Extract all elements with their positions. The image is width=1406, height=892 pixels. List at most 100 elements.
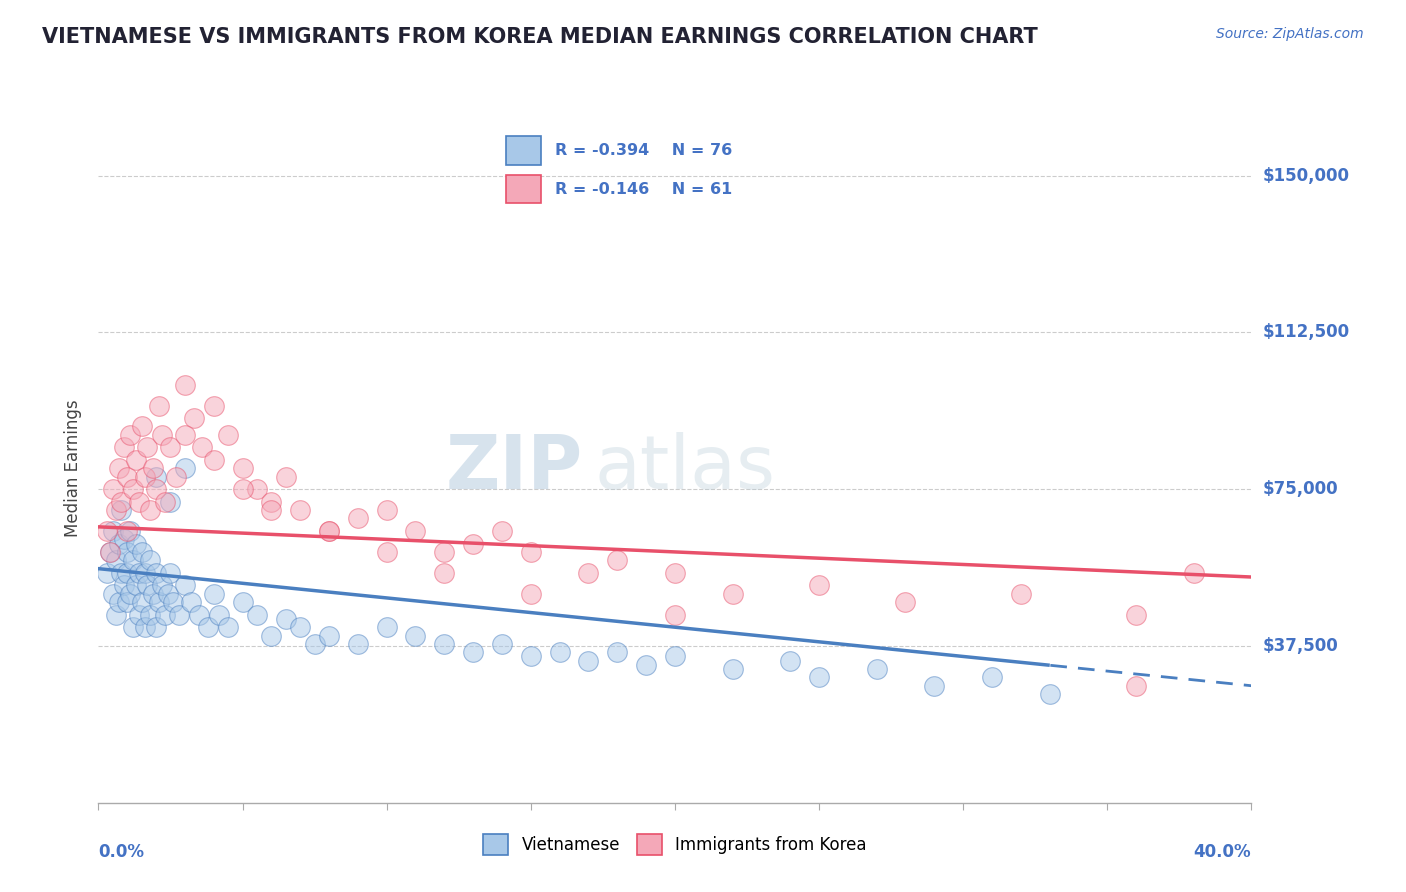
Point [128, 607, 150, 622]
Point [405, 628, 427, 642]
Point [150, 578, 173, 592]
Point [304, 637, 326, 651]
Point [520, 587, 543, 601]
Point [120, 428, 142, 442]
Point [174, 428, 197, 442]
Point [96, 566, 118, 580]
Point [139, 503, 162, 517]
Point [117, 545, 138, 559]
Y-axis label: Median Earnings: Median Earnings [65, 400, 83, 537]
Point [807, 670, 830, 684]
Legend: Vietnamese, Immigrants from Korea: Vietnamese, Immigrants from Korea [477, 828, 873, 862]
Point [375, 620, 398, 634]
Point [346, 511, 368, 525]
Point [865, 662, 889, 676]
Point [246, 607, 269, 622]
Point [576, 654, 599, 668]
Point [231, 595, 254, 609]
Point [128, 494, 150, 508]
Point [375, 503, 398, 517]
Text: R = -0.146    N = 61: R = -0.146 N = 61 [555, 182, 733, 196]
Point [122, 482, 145, 496]
Point [110, 503, 132, 517]
Point [136, 578, 159, 592]
Point [1125, 679, 1147, 693]
Point [548, 645, 571, 659]
Point [894, 595, 917, 609]
Point [104, 553, 127, 567]
Point [217, 428, 239, 442]
Text: $37,500: $37,500 [1263, 637, 1339, 655]
Point [139, 607, 162, 622]
Point [125, 536, 148, 550]
Point [191, 441, 214, 455]
Point [231, 461, 254, 475]
Point [131, 419, 153, 434]
Point [104, 607, 127, 622]
Point [1125, 607, 1147, 622]
Point [98, 545, 121, 559]
Point [664, 649, 686, 664]
Point [217, 620, 239, 634]
Point [231, 482, 254, 496]
Point [520, 545, 543, 559]
Point [1010, 587, 1032, 601]
Point [461, 536, 484, 550]
Point [148, 399, 170, 413]
Point [174, 377, 197, 392]
Point [183, 411, 205, 425]
Point [98, 545, 121, 559]
Point [153, 607, 176, 622]
Point [174, 578, 197, 592]
Point [131, 595, 153, 609]
Point [491, 637, 513, 651]
Point [779, 654, 801, 668]
Point [156, 587, 179, 601]
Point [162, 595, 184, 609]
Point [924, 679, 946, 693]
Point [433, 545, 456, 559]
Point [128, 566, 150, 580]
Point [125, 453, 148, 467]
Point [136, 441, 159, 455]
Point [159, 566, 181, 580]
Point [246, 482, 269, 496]
Point [636, 657, 658, 672]
Point [721, 662, 744, 676]
Point [122, 620, 145, 634]
Point [346, 637, 368, 651]
Point [148, 595, 170, 609]
Point [981, 670, 1004, 684]
Point [167, 607, 190, 622]
Point [165, 469, 187, 483]
Point [208, 607, 231, 622]
Text: R = -0.394    N = 76: R = -0.394 N = 76 [555, 144, 733, 158]
Point [664, 566, 686, 580]
Point [433, 637, 456, 651]
Point [96, 524, 118, 538]
Point [290, 503, 312, 517]
Text: VIETNAMESE VS IMMIGRANTS FROM KOREA MEDIAN EARNINGS CORRELATION CHART: VIETNAMESE VS IMMIGRANTS FROM KOREA MEDI… [42, 27, 1038, 46]
Point [202, 453, 225, 467]
Text: atlas: atlas [595, 432, 775, 505]
Point [159, 494, 181, 508]
Text: $112,500: $112,500 [1263, 324, 1350, 342]
Point [107, 461, 129, 475]
Point [134, 620, 156, 634]
Text: $75,000: $75,000 [1263, 480, 1339, 499]
Point [606, 645, 628, 659]
Point [1038, 687, 1062, 701]
Point [145, 469, 167, 483]
Point [274, 469, 297, 483]
Point [318, 524, 340, 538]
Point [112, 441, 135, 455]
Point [433, 566, 456, 580]
Point [110, 494, 132, 508]
Point [461, 645, 484, 659]
Point [180, 595, 202, 609]
Text: 0.0%: 0.0% [98, 843, 145, 861]
Text: $150,000: $150,000 [1263, 167, 1350, 185]
Point [131, 545, 153, 559]
Point [491, 524, 513, 538]
Point [174, 461, 197, 475]
